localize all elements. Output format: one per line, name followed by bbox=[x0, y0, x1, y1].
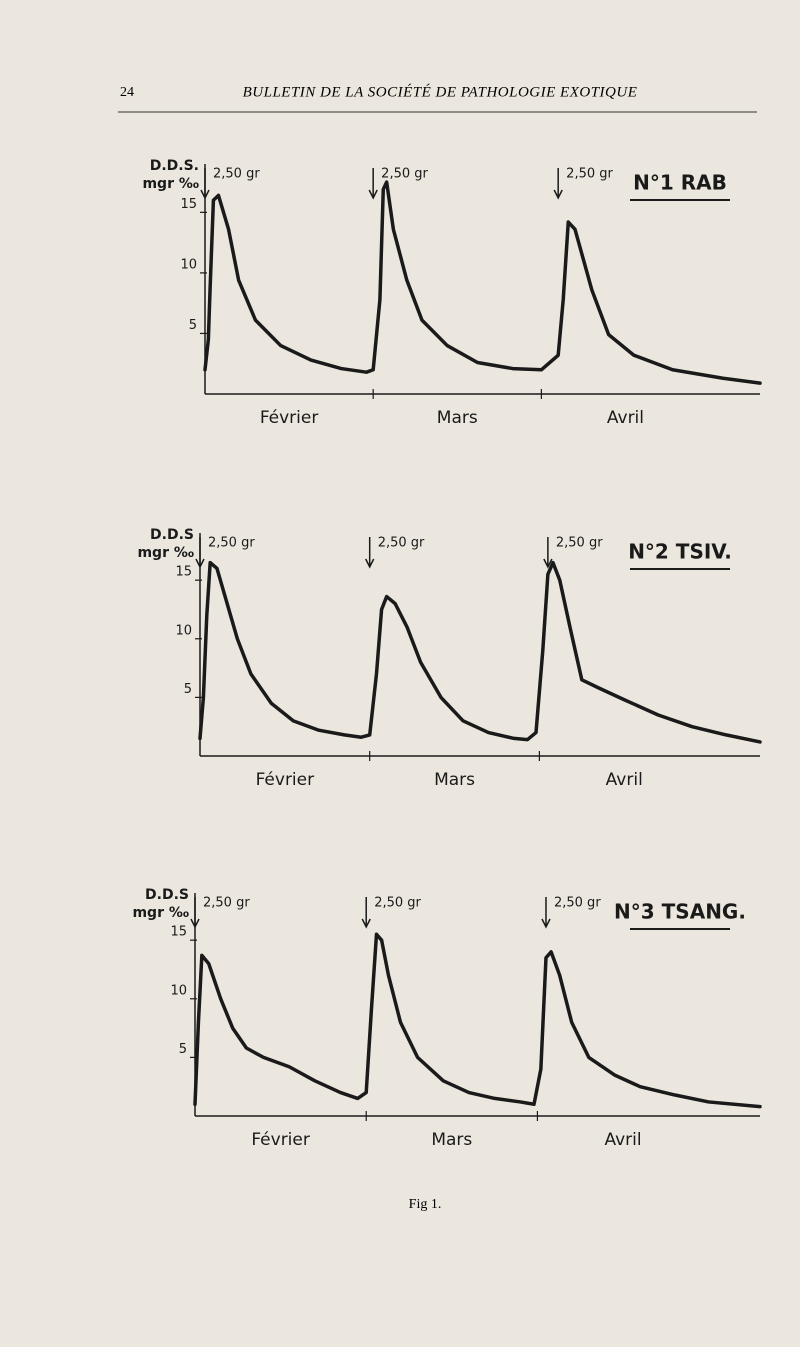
injection-label: 2,50 gr bbox=[213, 167, 260, 182]
concentration-curve bbox=[193, 932, 762, 1109]
injection-arrow bbox=[553, 168, 563, 200]
y-axis-label: D.D.S bbox=[145, 887, 189, 903]
injection-arrow bbox=[368, 168, 378, 200]
injection-label: 2,50 gr bbox=[378, 536, 425, 551]
x-tick-label: Février bbox=[256, 770, 315, 790]
y-tick-label: 10 bbox=[170, 983, 187, 998]
injection-arrow bbox=[543, 537, 553, 569]
y-tick-label: 5 bbox=[184, 682, 192, 697]
injection-arrow bbox=[195, 537, 205, 569]
y-axis-label: D.D.S bbox=[150, 527, 194, 543]
y-tick-label: 5 bbox=[189, 318, 197, 333]
y-axis-label: mgr ‰ bbox=[132, 905, 189, 921]
injection-label: 2,50 gr bbox=[566, 167, 613, 182]
x-tick-label: Mars bbox=[437, 408, 478, 428]
injection-arrow bbox=[361, 897, 371, 929]
x-tick-label: Mars bbox=[434, 770, 475, 790]
chart-title: N°3 TSANG. bbox=[614, 900, 746, 924]
running-title: BULLETIN DE LA SOCIÉTÉ DE PATHOLOGIE EXO… bbox=[243, 83, 638, 100]
concentration-curve bbox=[198, 560, 762, 744]
injection-label: 2,50 gr bbox=[381, 167, 428, 182]
injection-arrow bbox=[200, 168, 210, 200]
injection-label: 2,50 gr bbox=[556, 536, 603, 551]
concentration-curve bbox=[203, 180, 762, 385]
injection-arrow bbox=[541, 897, 551, 929]
figure-caption: Fig 1. bbox=[409, 1197, 442, 1212]
injection-arrow bbox=[365, 537, 375, 569]
injection-label: 2,50 gr bbox=[554, 896, 601, 911]
x-tick-label: Février bbox=[251, 1130, 310, 1150]
y-tick-label: 10 bbox=[180, 257, 197, 272]
x-tick-label: Avril bbox=[606, 770, 643, 790]
y-axis-label: mgr ‰ bbox=[142, 176, 199, 192]
page-number: 24 bbox=[120, 85, 134, 100]
x-tick-label: Mars bbox=[431, 1130, 472, 1150]
x-tick-label: Avril bbox=[607, 408, 644, 428]
injection-arrow bbox=[190, 897, 200, 929]
y-tick-label: 5 bbox=[179, 1042, 187, 1057]
y-axis-label: D.D.S. bbox=[150, 158, 199, 174]
y-tick-label: 15 bbox=[180, 197, 197, 212]
y-tick-label: 15 bbox=[170, 925, 187, 940]
y-axis-label: mgr ‰ bbox=[137, 545, 194, 561]
chart-title: N°2 TSIV. bbox=[628, 540, 732, 564]
chart-title: N°1 RAB bbox=[633, 171, 727, 195]
y-tick-label: 10 bbox=[175, 623, 192, 638]
injection-label: 2,50 gr bbox=[203, 896, 250, 911]
injection-label: 2,50 gr bbox=[374, 896, 421, 911]
y-tick-label: 15 bbox=[175, 565, 192, 580]
x-tick-label: Février bbox=[260, 408, 319, 428]
x-tick-label: Avril bbox=[604, 1130, 641, 1150]
injection-label: 2,50 gr bbox=[208, 536, 255, 551]
